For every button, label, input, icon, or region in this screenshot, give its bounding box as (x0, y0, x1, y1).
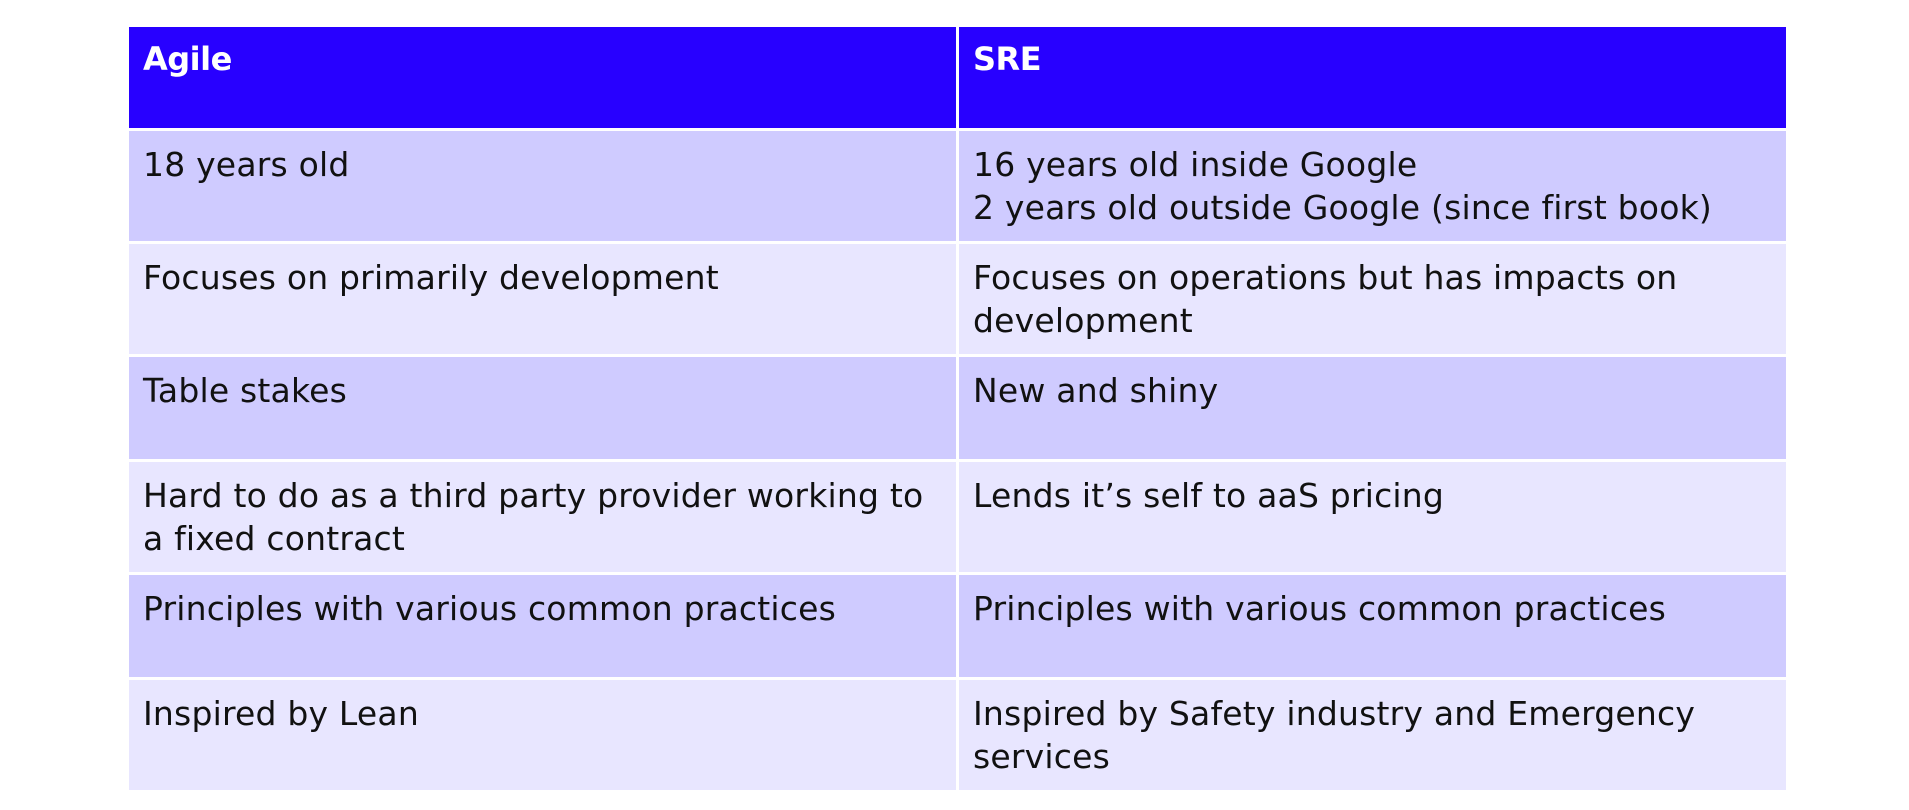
cell-sre-inspiration: Inspired by Safety industry and Emergenc… (956, 677, 1789, 793)
header-sre: SRE (956, 24, 1789, 131)
cell-text: Lends it’s self to aaS pricing (973, 476, 1445, 515)
comparison-table: Agile SRE 18 years old 16 years old insi… (126, 24, 1789, 793)
table-row-age: 18 years old 16 years old inside Google … (126, 128, 1789, 244)
cell-text: 2 years old outside Google (since first … (973, 188, 1712, 227)
cell-agile-focus: Focuses on primarily development (126, 241, 959, 357)
cell-text: a fixed contract (143, 519, 406, 558)
cell-text: Table stakes (143, 371, 348, 410)
cell-text: New and shiny (973, 371, 1219, 410)
cell-agile-inspiration: Inspired by Lean (126, 677, 959, 793)
cell-sre-principles: Principles with various common practices (956, 572, 1789, 680)
cell-text: Hard to do as a third party provider wor… (143, 476, 924, 515)
cell-agile-maturity: Table stakes (126, 354, 959, 462)
cell-text: Principles with various common practices (143, 589, 837, 628)
cell-sre-provider: Lends it’s self to aaS pricing (956, 459, 1789, 575)
cell-agile-provider: Hard to do as a third party provider wor… (126, 459, 959, 575)
cell-text: Inspired by Safety industry and Emergenc… (973, 694, 1696, 733)
header-row: Agile SRE (126, 24, 1789, 131)
table-row-maturity: Table stakes New and shiny (126, 354, 1789, 462)
cell-text: services (973, 737, 1110, 776)
cell-agile-age: 18 years old (126, 128, 959, 244)
header-agile: Agile (126, 24, 959, 131)
table-row-inspiration: Inspired by Lean Inspired by Safety indu… (126, 677, 1789, 793)
cell-sre-maturity: New and shiny (956, 354, 1789, 462)
cell-text: Principles with various common practices (973, 589, 1667, 628)
table-row-principles: Principles with various common practices… (126, 572, 1789, 680)
table-row-provider: Hard to do as a third party provider wor… (126, 459, 1789, 575)
table-row-focus: Focuses on primarily development Focuses… (126, 241, 1789, 357)
cell-text: development (973, 301, 1193, 340)
cell-text: Focuses on operations but has impacts on (973, 258, 1678, 297)
cell-sre-focus: Focuses on operations but has impacts on… (956, 241, 1789, 357)
cell-text: 18 years old (143, 145, 350, 184)
cell-sre-age: 16 years old inside Google 2 years old o… (956, 128, 1789, 244)
cell-agile-principles: Principles with various common practices (126, 572, 959, 680)
cell-text: 16 years old inside Google (973, 145, 1418, 184)
cell-text: Inspired by Lean (143, 694, 419, 733)
cell-text: Focuses on primarily development (143, 258, 719, 297)
